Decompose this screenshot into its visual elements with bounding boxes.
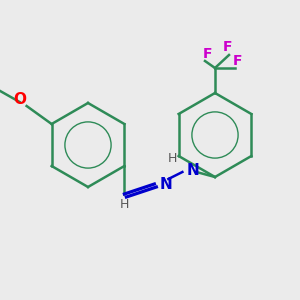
Text: H: H — [168, 152, 177, 164]
Text: F: F — [232, 54, 242, 68]
Text: N: N — [159, 176, 172, 191]
Text: F: F — [222, 40, 232, 54]
Text: F: F — [202, 47, 212, 61]
Text: H: H — [120, 197, 129, 211]
Text: N: N — [186, 163, 199, 178]
Text: O: O — [13, 92, 26, 106]
